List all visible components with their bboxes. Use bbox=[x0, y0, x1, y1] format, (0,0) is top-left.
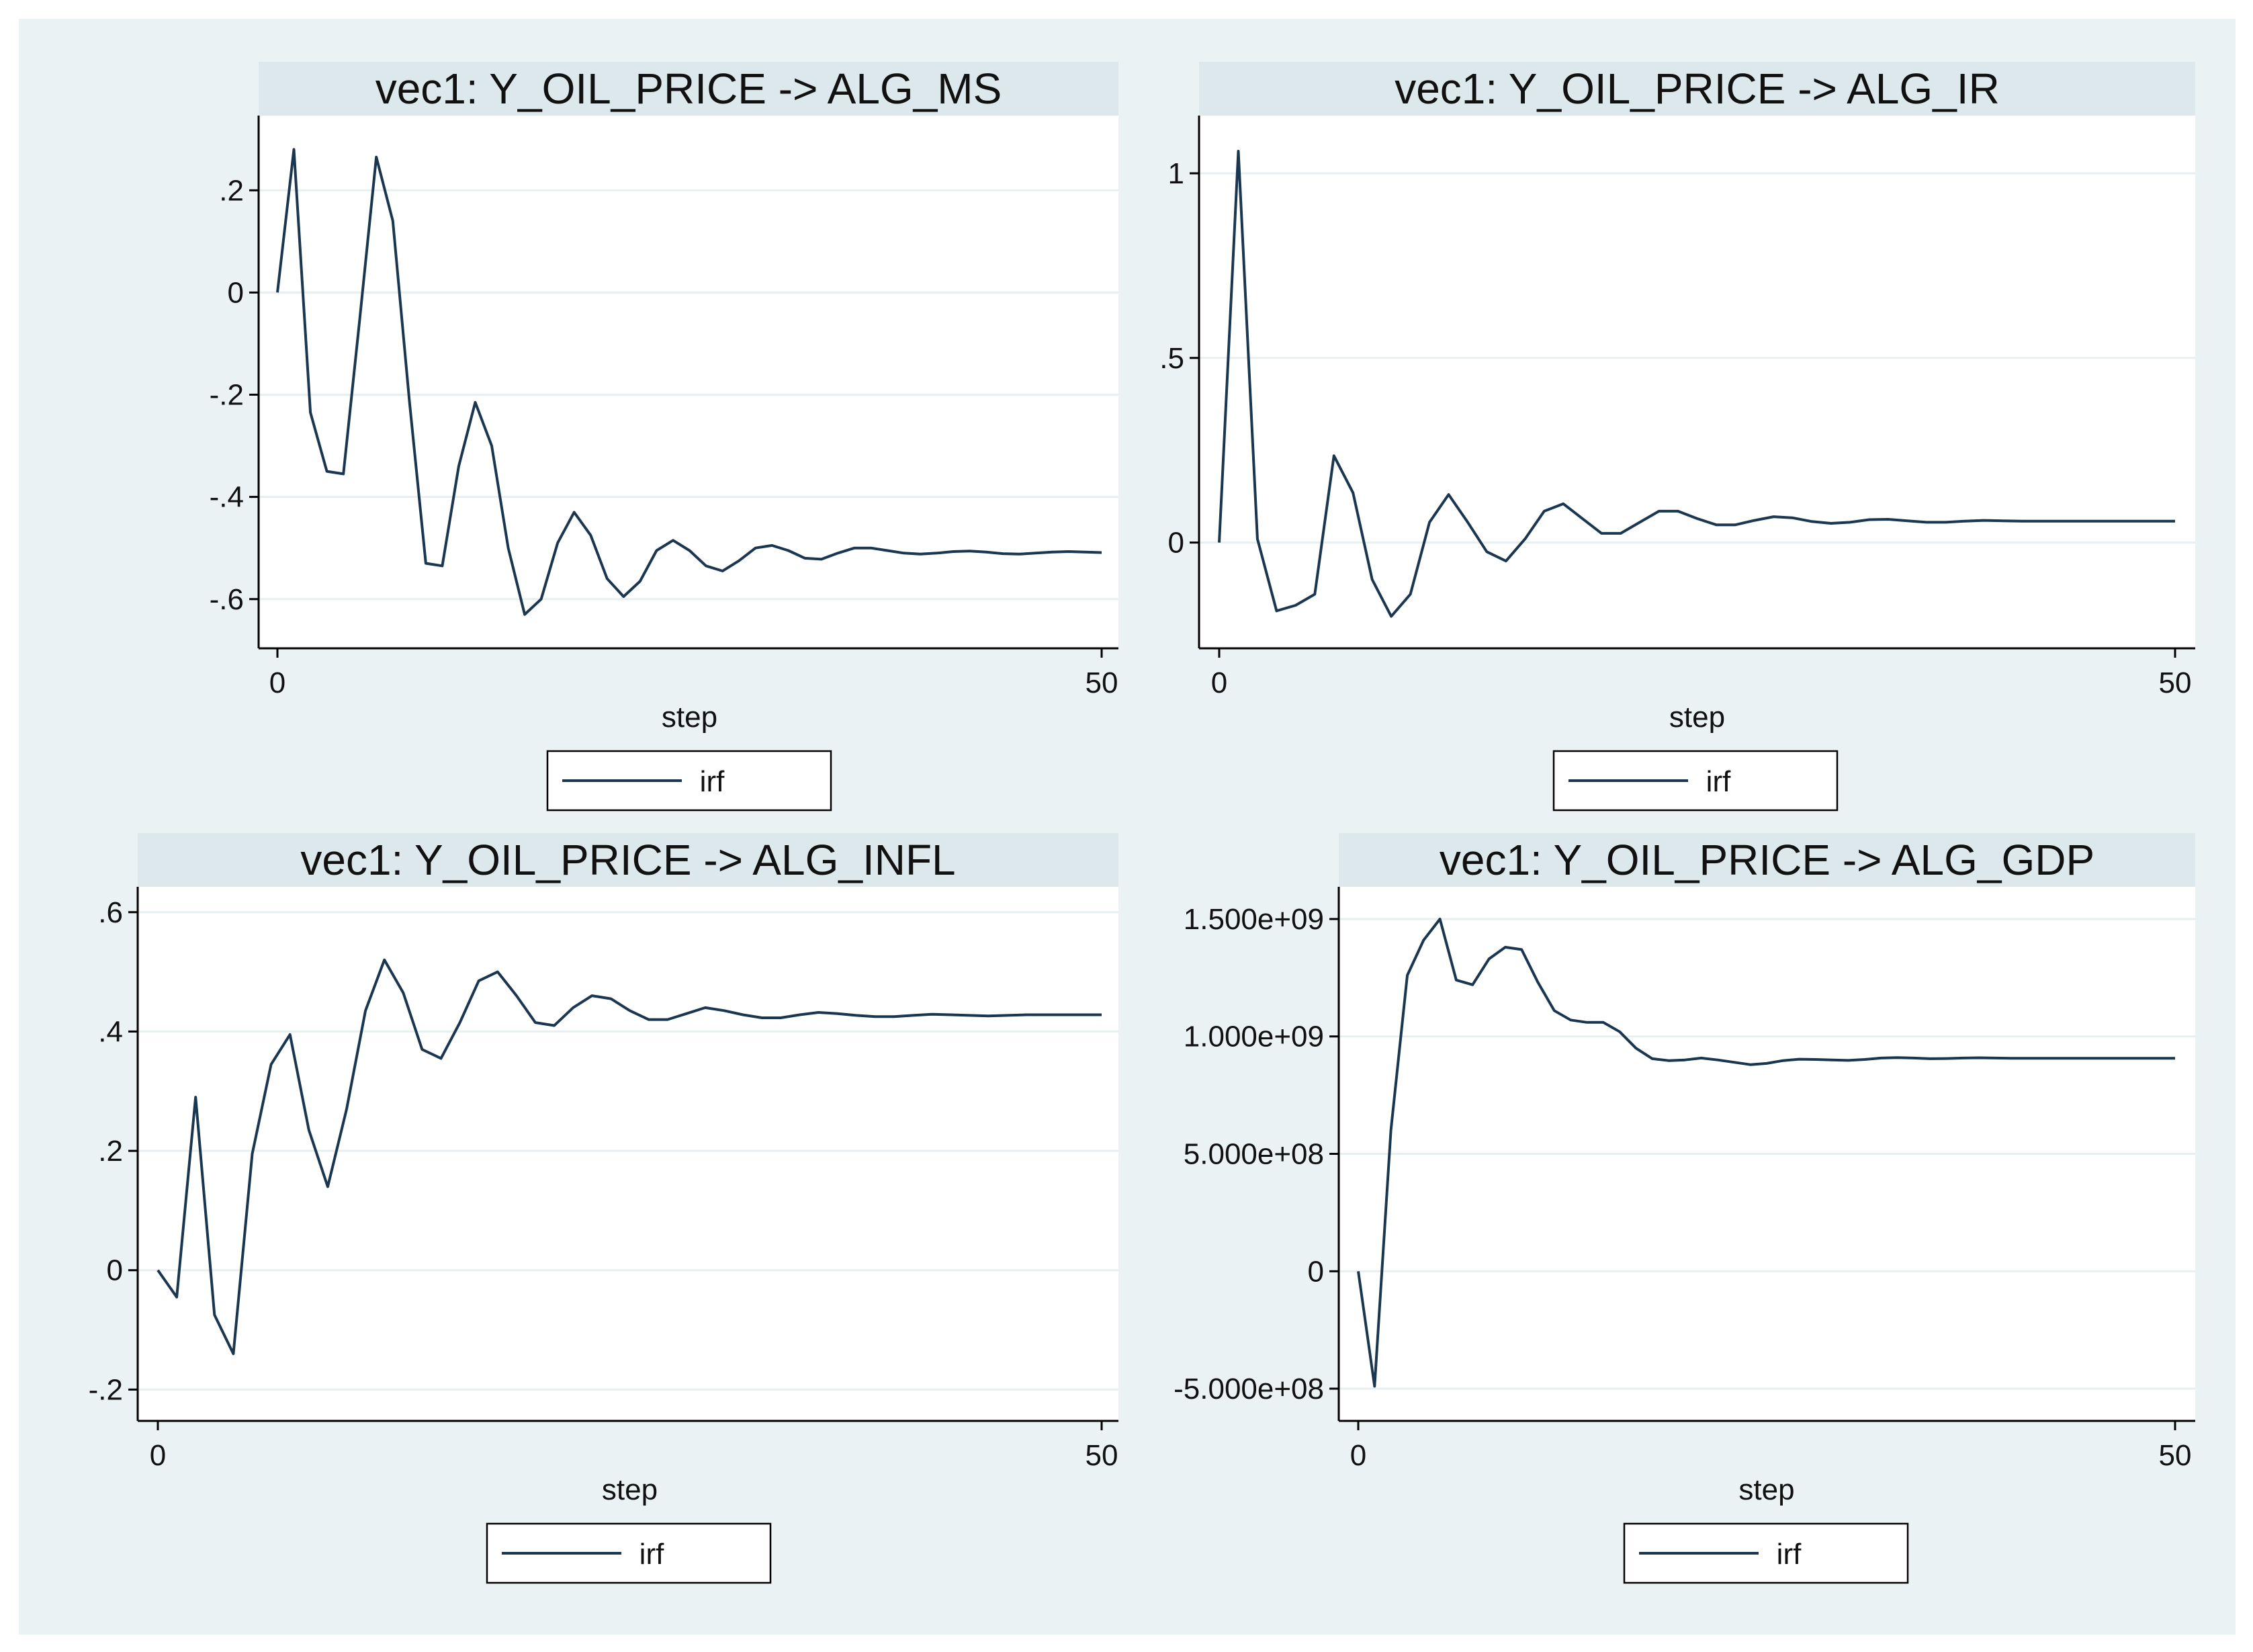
series-line-irf bbox=[276, 148, 1102, 616]
x-tick-label: 50 bbox=[1086, 1439, 1118, 1472]
chart-title: vec1: Y_OIL_PRICE -> ALG_INFL bbox=[300, 836, 955, 884]
y-tick-label: 0 bbox=[107, 1254, 123, 1287]
title-band bbox=[138, 833, 1118, 887]
legend-label: irf bbox=[1706, 765, 1731, 798]
y-tick-label: .6 bbox=[98, 896, 123, 929]
x-axis-label: step bbox=[1738, 1473, 1794, 1506]
x-tick-label: 50 bbox=[1086, 666, 1118, 699]
legend-label: irf bbox=[1777, 1538, 1802, 1571]
chart-panel-4: vec1: Y_OIL_PRICE -> ALG_GDP 1.500e+09 1.0… bbox=[1174, 833, 2195, 1584]
y-tick-label: 1.500e+09 bbox=[1184, 903, 1324, 936]
chart-title: vec1: Y_OIL_PRICE -> ALG_GDP bbox=[1440, 836, 2094, 884]
y-tick-label: 5.000e+08 bbox=[1184, 1138, 1324, 1171]
x-tick-label: 0 bbox=[1211, 666, 1227, 699]
legend-label: irf bbox=[639, 1538, 664, 1571]
y-tick-label: 0 bbox=[1308, 1255, 1324, 1288]
legend: irf bbox=[1623, 1522, 1909, 1584]
legend: irf bbox=[486, 1522, 772, 1584]
y-tick-label: 0 bbox=[228, 276, 244, 309]
y-tick-label: -.2 bbox=[210, 379, 244, 412]
plot-area bbox=[1199, 116, 2195, 648]
chart-title: vec1: Y_OIL_PRICE -> ALG_IR bbox=[1395, 64, 2000, 113]
series-line-irf bbox=[157, 958, 1102, 1356]
y-tick-label: .5 bbox=[1159, 342, 1184, 375]
title-band bbox=[259, 62, 1118, 116]
legend: irf bbox=[1552, 750, 1839, 812]
plot-area bbox=[259, 116, 1118, 648]
x-tick-label: 0 bbox=[269, 666, 285, 699]
chart-panel-1: vec1: Y_OIL_PRICE -> ALG_MS .2 0 -.2 -.4 -.6 0… bbox=[210, 62, 1118, 812]
y-tick-label: 1 bbox=[1168, 157, 1184, 190]
y-tick-label: .2 bbox=[98, 1135, 123, 1168]
x-axis-label: step bbox=[662, 701, 717, 734]
y-tick-label: .4 bbox=[98, 1015, 123, 1048]
y-tick-label: -.2 bbox=[89, 1373, 123, 1406]
chart-title: vec1: Y_OIL_PRICE -> ALG_MS bbox=[376, 64, 1002, 113]
series-line-irf bbox=[1218, 150, 2175, 618]
x-axis-label: step bbox=[602, 1473, 658, 1506]
legend: irf bbox=[546, 750, 832, 812]
x-tick-label: 0 bbox=[1350, 1439, 1366, 1472]
y-tick-label: 1.000e+09 bbox=[1184, 1020, 1324, 1053]
title-band bbox=[1199, 62, 2195, 116]
chart-panel-3: vec1: Y_OIL_PRICE -> ALG_INFL .6 .4 .2 0 -.2 0… bbox=[89, 833, 1118, 1584]
series-line-irf bbox=[1357, 918, 2175, 1388]
y-tick-label: 0 bbox=[1168, 527, 1184, 560]
y-tick-label: -.6 bbox=[210, 583, 244, 616]
legend-label: irf bbox=[700, 765, 725, 798]
x-tick-label: 0 bbox=[150, 1439, 166, 1472]
y-tick-label: .2 bbox=[219, 174, 244, 207]
y-tick-label: -5.000e+08 bbox=[1174, 1373, 1324, 1405]
title-band bbox=[1339, 833, 2195, 887]
x-tick-label: 50 bbox=[2159, 1439, 2192, 1472]
y-tick-label: -.4 bbox=[210, 481, 244, 514]
chart-panel-2: vec1: Y_OIL_PRICE -> ALG_IR 1 .5 0 0 50 step ir… bbox=[1159, 62, 2195, 812]
x-tick-label: 50 bbox=[2159, 666, 2192, 699]
plot-area bbox=[138, 887, 1118, 1421]
x-axis-label: step bbox=[1669, 701, 1725, 734]
